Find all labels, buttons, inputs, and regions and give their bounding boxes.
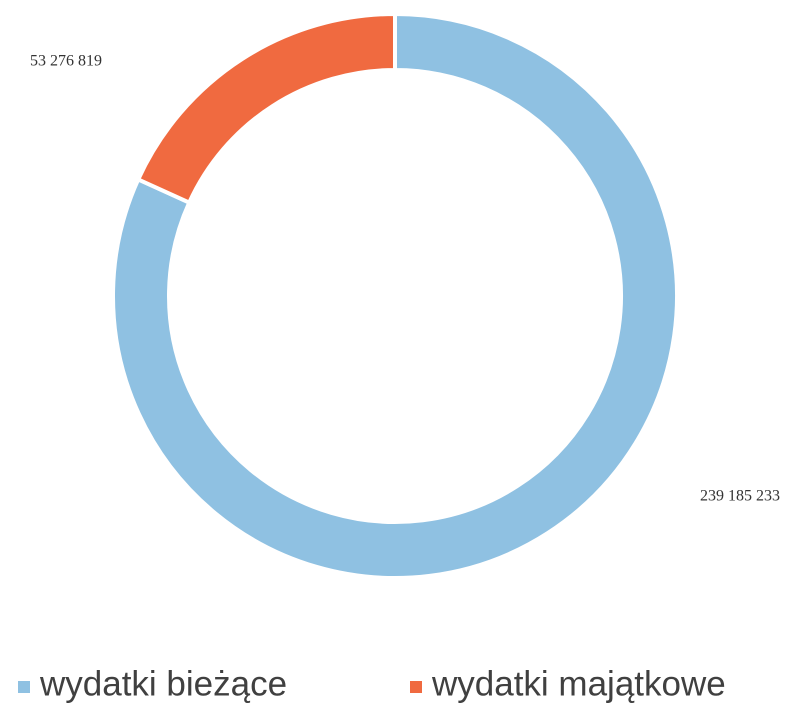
legend-swatch (410, 681, 422, 693)
donut-segment (135, 11, 397, 206)
legend-label: wydatki bieżące (39, 664, 287, 703)
legend-swatch (18, 681, 30, 693)
data-label: 53 276 819 (30, 53, 102, 70)
legend-label: wydatki majątkowe (431, 664, 726, 703)
donut-segment (111, 11, 679, 580)
data-label: 239 185 233 (700, 488, 780, 505)
